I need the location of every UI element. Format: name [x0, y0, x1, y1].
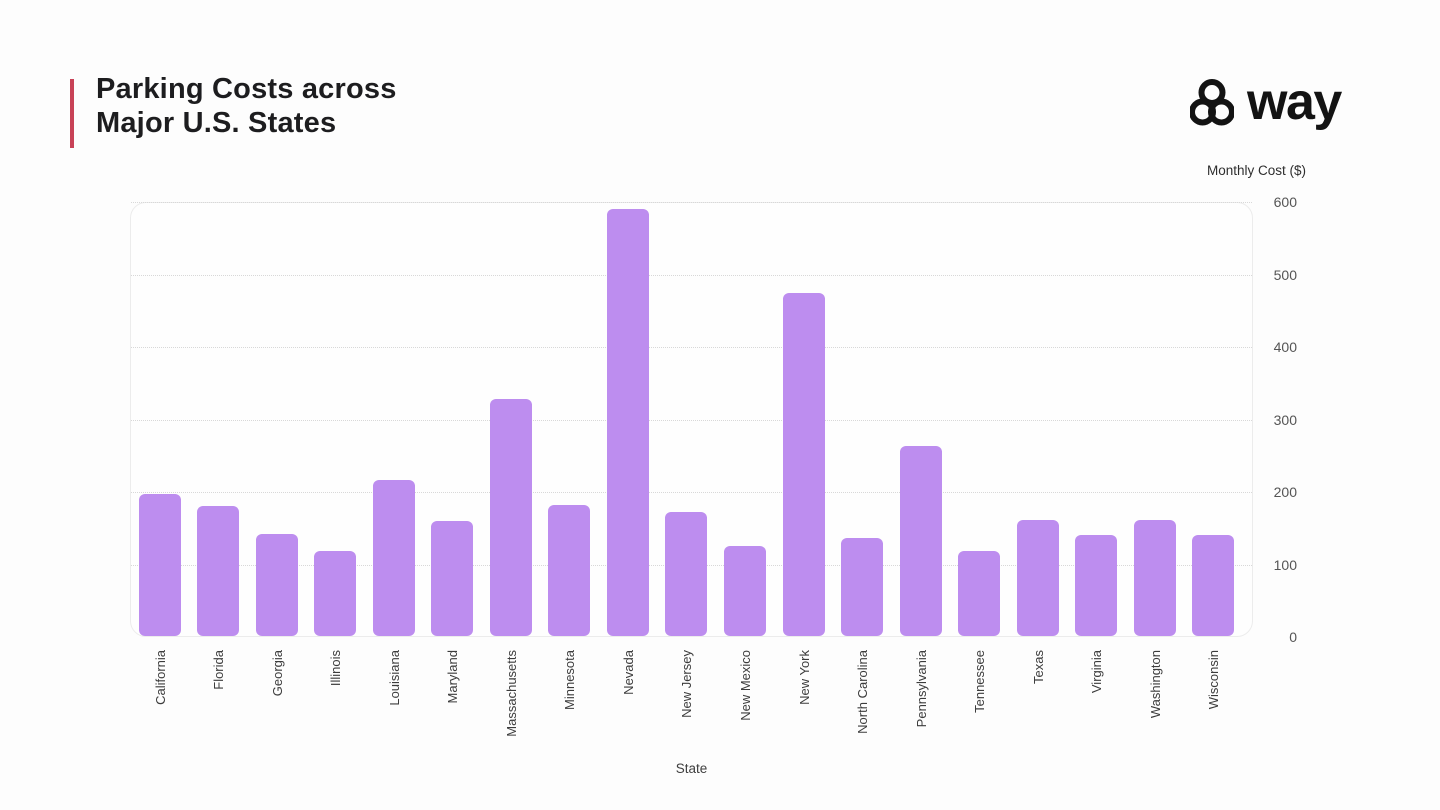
- gridline-200: [131, 492, 1252, 493]
- bar-california: [138, 494, 181, 636]
- bar-nevada: [606, 209, 649, 636]
- y-tick-label-0: 0: [1289, 629, 1297, 645]
- bar-new-mexico: [724, 546, 766, 636]
- bar-texas: [1016, 519, 1059, 636]
- bar-new-york: [782, 293, 825, 636]
- bar-tennessee: [958, 551, 1001, 636]
- x-tick-label-texas: Texas: [1030, 650, 1046, 684]
- x-tick-label-new-mexico: New Mexico: [738, 650, 753, 721]
- x-axis-title: State: [675, 761, 708, 776]
- way-logo-text: way: [1247, 73, 1342, 131]
- x-tick-label-north-carolina: North Carolina: [855, 650, 871, 734]
- x-tick-label-maryland: Maryland: [445, 650, 461, 704]
- y-tick-label-200: 200: [1273, 484, 1297, 500]
- bar-pennsylvania: [899, 445, 942, 636]
- x-tick-label-tennessee: Tennessee: [972, 650, 988, 713]
- x-tick-label-wisconsin: Wisconsin: [1206, 650, 1222, 710]
- gridline-400: [131, 347, 1252, 348]
- bar-florida: [197, 505, 240, 636]
- page-title: Parking Costs across Major U.S. States: [96, 72, 397, 140]
- bar-new-jersey: [665, 511, 708, 636]
- bar-washington: [1133, 519, 1176, 636]
- x-tick-label-massachusetts: Massachusetts: [503, 650, 519, 737]
- x-tick-label-nevada: Nevada: [620, 650, 636, 695]
- bar-virginia: [1075, 534, 1118, 636]
- x-tick-label-illinois: Illinois: [328, 650, 344, 687]
- bar-massachusetts: [489, 399, 532, 636]
- x-tick-label-new-york: New York: [796, 650, 812, 705]
- bar-wisconsin: [1192, 534, 1235, 636]
- way-logo: way: [1190, 73, 1342, 132]
- gridline-600: [131, 202, 1252, 203]
- y-tick-label-300: 300: [1273, 411, 1297, 428]
- page-title-line1: Parking Costs across: [96, 73, 397, 105]
- gridline-300: [131, 419, 1252, 421]
- bar-georgia: [255, 534, 298, 636]
- x-tick-label-minnesota: Minnesota: [562, 650, 578, 710]
- y-tick-label-500: 500: [1273, 266, 1297, 283]
- bar-minnesota: [548, 505, 591, 636]
- bar-louisiana: [372, 480, 415, 636]
- x-tick-label-new-jersey: New Jersey: [679, 650, 695, 718]
- bar-north-carolina: [841, 537, 884, 636]
- way-logo-mark-icon: [1190, 79, 1234, 126]
- x-tick-label-florida: Florida: [211, 650, 227, 690]
- x-tick-label-washington: Washington: [1147, 650, 1163, 719]
- x-tick-label-georgia: Georgia: [269, 650, 285, 697]
- y-axis-title: Monthly Cost ($): [1206, 163, 1306, 178]
- bar-illinois: [314, 550, 357, 636]
- y-tick-label-600: 600: [1273, 194, 1297, 210]
- page-title-line2: Major U.S. States: [96, 107, 337, 139]
- x-tick-label-california: California: [152, 650, 168, 705]
- y-tick-label-100: 100: [1273, 556, 1297, 573]
- title-accent-bar: [70, 79, 74, 148]
- gridline-500: [131, 274, 1252, 276]
- x-tick-label-virginia: Virginia: [1089, 650, 1105, 694]
- x-tick-label-louisiana: Louisiana: [386, 650, 402, 706]
- x-tick-label-pennsylvania: Pennsylvania: [913, 650, 929, 728]
- y-tick-label-400: 400: [1273, 339, 1297, 355]
- bar-maryland: [431, 521, 474, 636]
